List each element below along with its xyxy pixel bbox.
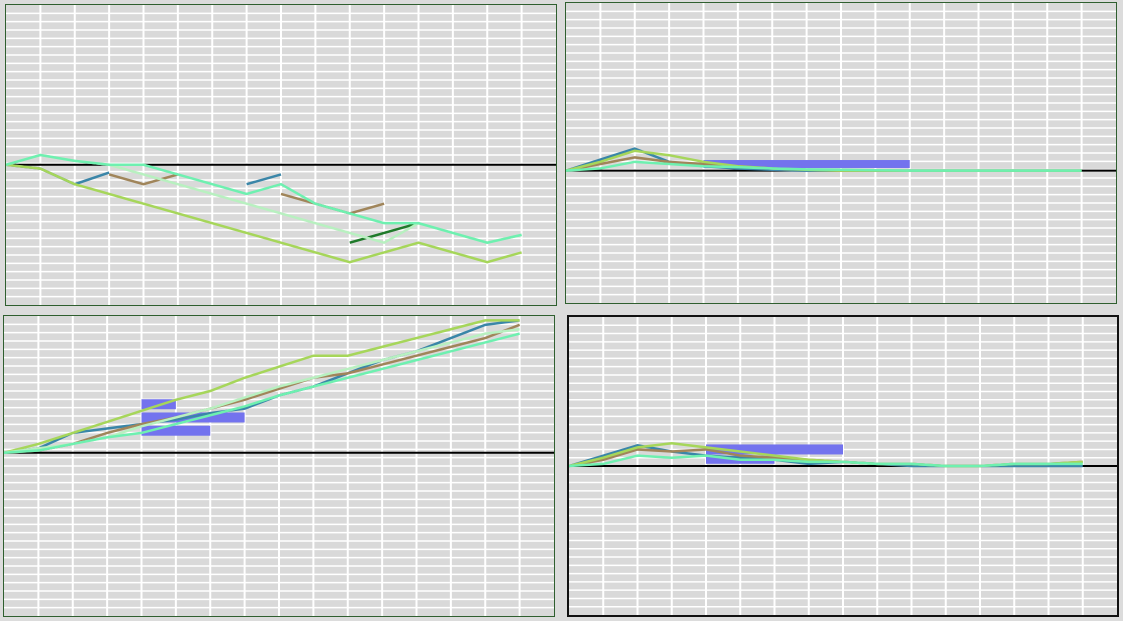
- series-line: [569, 454, 1083, 468]
- bar: [706, 444, 843, 455]
- series-line: [4, 319, 520, 454]
- series-line: [4, 332, 520, 455]
- chart-panel-top-left: [5, 4, 557, 306]
- series-line: [108, 173, 179, 186]
- chart-top-right: [566, 3, 1116, 303]
- series-line: [349, 221, 419, 244]
- series-line: [6, 163, 522, 264]
- chart-panel-top-right: [565, 2, 1117, 304]
- chart-bottom-right: [569, 317, 1117, 615]
- series-line: [6, 153, 522, 244]
- series-line: [4, 323, 521, 455]
- chart-bottom-left: [4, 316, 554, 616]
- chart-top-left: [6, 5, 556, 305]
- chart-panel-bottom-right: [567, 315, 1119, 617]
- chart-panel-bottom-left: [3, 315, 555, 617]
- bar: [703, 160, 910, 169]
- bar: [141, 425, 211, 436]
- series-line: [246, 173, 282, 186]
- series-line: [566, 160, 1082, 172]
